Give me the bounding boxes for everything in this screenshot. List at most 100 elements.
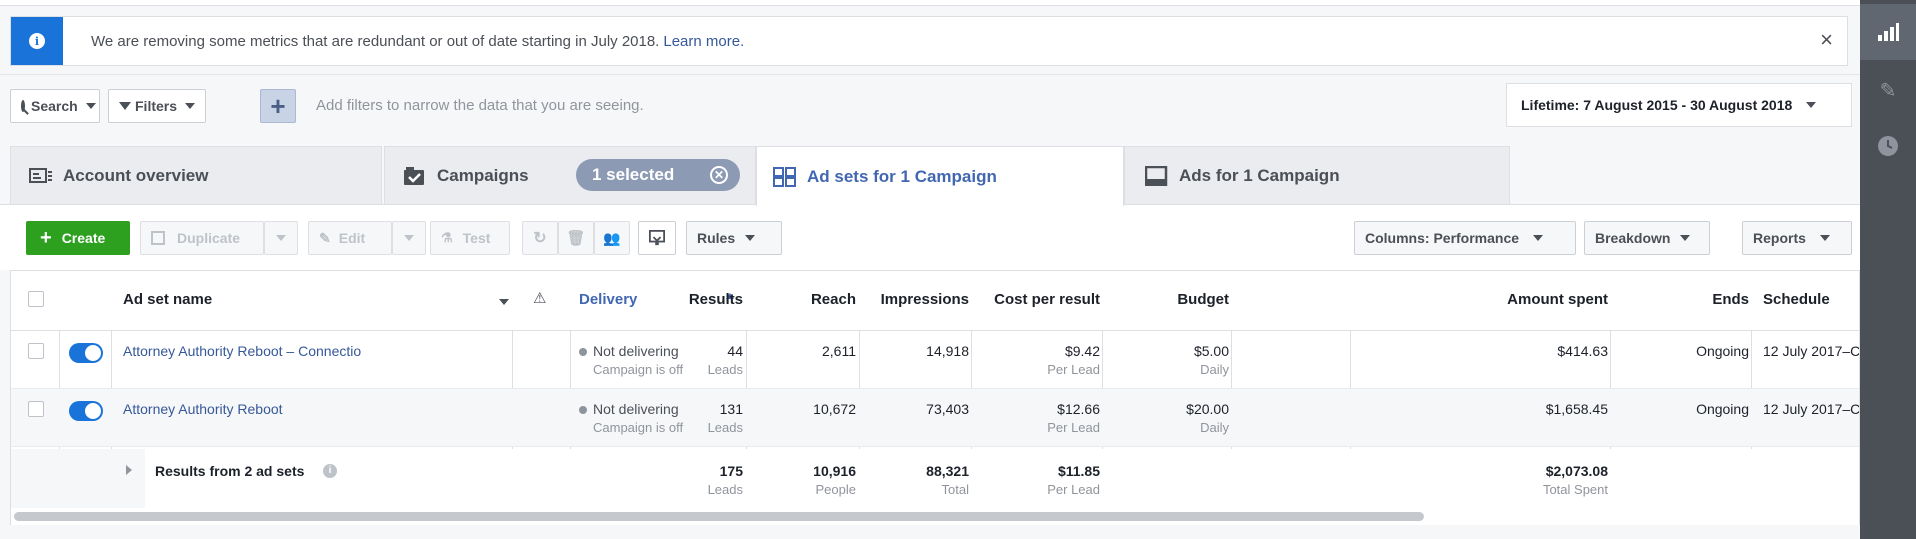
right-rail: ✎ bbox=[1860, 0, 1916, 539]
summary-reach: 10,916 People bbox=[813, 463, 856, 497]
summary-reach-value: 10,916 bbox=[813, 463, 856, 479]
rail-history-button[interactable] bbox=[1860, 118, 1916, 174]
notice-banner: i We are removing some metrics that are … bbox=[10, 16, 1848, 66]
results-cell: 44 Leads bbox=[708, 343, 743, 377]
campaigns-icon bbox=[404, 166, 424, 185]
clear-selection-icon[interactable]: ✕ bbox=[710, 166, 728, 184]
columns-button[interactable]: Columns: Performance bbox=[1354, 221, 1576, 255]
summary-results-value: 175 bbox=[719, 463, 743, 479]
tab-ad-sets-label: Ad sets for 1 Campaign bbox=[807, 166, 997, 186]
results-value: 131 bbox=[719, 401, 743, 417]
budget-sub: Daily bbox=[1200, 420, 1229, 435]
row-toggle[interactable] bbox=[69, 343, 103, 363]
tab-ads[interactable]: Ads for 1 Campaign bbox=[1124, 146, 1510, 204]
expand-chevron-icon[interactable] bbox=[126, 465, 132, 475]
filter-hint: Add filters to narrow the data that you … bbox=[316, 97, 644, 114]
ends-value: Ongoing bbox=[1696, 401, 1749, 417]
header-impressions[interactable]: Impressions bbox=[880, 291, 969, 308]
date-range-selector[interactable]: Lifetime: 7 August 2015 - 30 August 2018 bbox=[1506, 83, 1852, 127]
impressions-value: 73,403 bbox=[926, 401, 969, 417]
delivery-status: Not delivering Campaign is off bbox=[579, 343, 683, 377]
header-ad-set-name[interactable]: Ad set name bbox=[123, 291, 213, 308]
reports-button[interactable]: Reports bbox=[1742, 221, 1852, 255]
funnel-icon bbox=[119, 102, 131, 110]
cost-value: $12.66 bbox=[1057, 401, 1100, 417]
selected-count-pill[interactable]: 1 selected ✕ bbox=[576, 159, 740, 191]
header-cost-per-result[interactable]: Cost per result bbox=[994, 291, 1100, 308]
level-tabs: Account overview Campaigns 1 selected ✕ … bbox=[0, 146, 1860, 206]
learn-more-link[interactable]: Learn more. bbox=[663, 32, 745, 50]
tab-ad-sets[interactable]: Ad sets for 1 Campaign bbox=[756, 146, 1124, 206]
tab-account-overview[interactable]: Account overview bbox=[10, 146, 382, 204]
header-schedule[interactable]: Schedule bbox=[1763, 291, 1830, 308]
cost-value: $9.42 bbox=[1064, 343, 1100, 359]
ab-test-button[interactable]: 👥 bbox=[594, 221, 630, 255]
header-budget[interactable]: Budget bbox=[1177, 291, 1229, 308]
select-all-checkbox[interactable] bbox=[28, 291, 44, 307]
summary-cost: $11.85 Per Lead bbox=[1047, 463, 1100, 497]
duplicate-menu-button[interactable] bbox=[264, 221, 298, 255]
header-results[interactable]: Results bbox=[688, 291, 743, 308]
tab-account-label: Account overview bbox=[63, 165, 209, 185]
ad-set-name-link[interactable]: Attorney Authority Reboot – Connectio bbox=[123, 343, 362, 359]
notice-text: We are removing some metrics that are re… bbox=[91, 32, 660, 50]
compare-button[interactable] bbox=[638, 221, 676, 255]
info-icon[interactable]: i bbox=[323, 464, 337, 478]
duplicate-button[interactable]: Duplicate bbox=[140, 221, 264, 255]
pencil-icon: ✎ bbox=[1879, 79, 1897, 102]
selected-count-label: 1 selected bbox=[592, 165, 675, 184]
chevron-down-icon bbox=[85, 103, 96, 109]
table-header: Ad set name ⚠ Delivery Results Reach Imp… bbox=[11, 271, 1859, 331]
breakdown-button[interactable]: Breakdown bbox=[1584, 221, 1710, 255]
chevron-down-icon[interactable] bbox=[499, 299, 509, 305]
warning-icon: ⚠ bbox=[533, 290, 547, 307]
edit-menu-button[interactable] bbox=[392, 221, 426, 255]
sort-asc-icon bbox=[726, 293, 734, 299]
create-button[interactable]: + Create bbox=[26, 221, 130, 255]
people-icon: 👥 bbox=[603, 229, 621, 246]
refresh-button[interactable]: ↻ bbox=[522, 221, 558, 255]
summary-spent-value: $2,073.08 bbox=[1545, 463, 1608, 479]
edit-button[interactable]: ✎ Edit bbox=[308, 221, 392, 255]
test-label: Test bbox=[462, 230, 491, 246]
edit-label: Edit bbox=[338, 230, 366, 246]
results-sub: Leads bbox=[707, 420, 743, 435]
tab-campaigns-label: Campaigns bbox=[437, 165, 529, 185]
budget-value: $20.00 bbox=[1186, 401, 1229, 417]
filters-button[interactable]: Filters bbox=[108, 89, 206, 123]
budget-cell: $5.00 Daily bbox=[1194, 343, 1229, 377]
rules-button[interactable]: Rules bbox=[686, 221, 782, 255]
header-reach[interactable]: Reach bbox=[810, 291, 856, 308]
rail-charts-button[interactable] bbox=[1860, 4, 1916, 60]
summary-results-sub: Leads bbox=[707, 482, 743, 497]
rail-edit-button[interactable]: ✎ bbox=[1860, 62, 1916, 118]
search-button[interactable]: Search bbox=[10, 89, 100, 123]
flask-icon: ⚗ bbox=[441, 230, 453, 245]
ad-sets-icon bbox=[773, 166, 796, 187]
add-filter-button[interactable]: + bbox=[260, 89, 296, 123]
horizontal-scrollbar[interactable] bbox=[14, 512, 1424, 521]
row-checkbox[interactable] bbox=[28, 401, 44, 417]
schedule-value: 12 July 2017–C bbox=[1763, 343, 1860, 359]
account-overview-icon bbox=[29, 167, 52, 183]
delete-button[interactable]: 🗑 bbox=[558, 221, 594, 255]
delivery-label: Not delivering bbox=[593, 343, 679, 359]
header-delivery[interactable]: Delivery bbox=[579, 291, 638, 308]
row-toggle[interactable] bbox=[69, 401, 103, 421]
test-button[interactable]: ⚗ Test bbox=[430, 221, 510, 255]
search-icon bbox=[21, 100, 25, 112]
header-amount-spent[interactable]: Amount spent bbox=[1507, 291, 1608, 308]
row-checkbox[interactable] bbox=[28, 343, 44, 359]
table-row: Attorney Authority Reboot – Connectio No… bbox=[11, 331, 1859, 389]
ad-set-name-link[interactable]: Attorney Authority Reboot bbox=[123, 401, 283, 417]
summary-impressions-value: 88,321 bbox=[926, 463, 969, 479]
impressions-value: 14,918 bbox=[926, 343, 969, 359]
header-ends[interactable]: Ends bbox=[1712, 291, 1749, 308]
pencil-icon: ✎ bbox=[319, 229, 331, 246]
reach-value: 2,611 bbox=[822, 343, 856, 359]
summary-cost-sub: Per Lead bbox=[1047, 482, 1100, 497]
chevron-down-icon bbox=[745, 235, 756, 241]
action-toolbar: + Create Duplicate ✎ Edit ⚗ Test ↻ 🗑 👥 bbox=[0, 204, 1860, 270]
notice-icon-box: i bbox=[11, 17, 63, 65]
close-icon[interactable]: × bbox=[1820, 27, 1833, 52]
